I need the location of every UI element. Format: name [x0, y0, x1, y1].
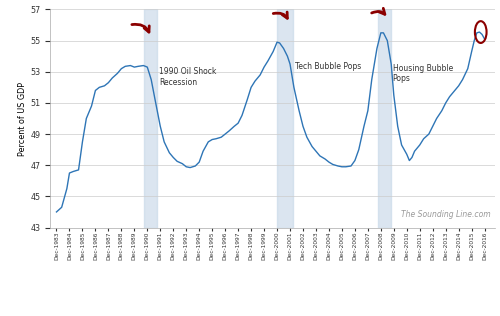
Bar: [144, 9, 157, 228]
Text: Tech Bubble Pops: Tech Bubble Pops: [295, 63, 362, 71]
Y-axis label: Percent of US GDP: Percent of US GDP: [18, 82, 28, 155]
Text: The Sounding Line.com: The Sounding Line.com: [401, 210, 490, 219]
Bar: [277, 9, 293, 228]
Text: 1990 Oil Shock
Recession: 1990 Oil Shock Recession: [159, 67, 216, 87]
Text: Housing Bubble
Pops: Housing Bubble Pops: [392, 64, 453, 83]
Bar: [378, 9, 390, 228]
